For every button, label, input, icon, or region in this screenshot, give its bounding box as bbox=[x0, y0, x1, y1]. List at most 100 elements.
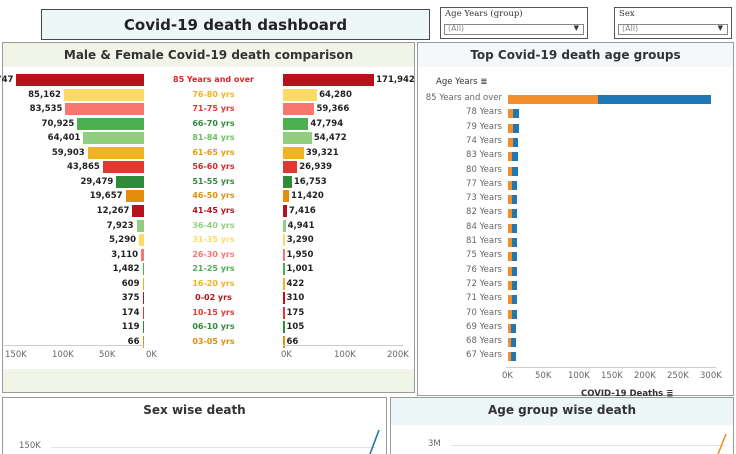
female-count: 4,941 bbox=[287, 220, 315, 231]
sex-wise-title: Sex wise death bbox=[143, 403, 246, 417]
male-count: 83,535 bbox=[29, 104, 63, 115]
male-bar bbox=[142, 306, 144, 319]
age-group-label: 51-55 yrs bbox=[192, 176, 235, 186]
chevron-down-icon: ▼ bbox=[717, 24, 723, 32]
male-count: 12,267 bbox=[96, 205, 130, 216]
female-count: 47,794 bbox=[310, 118, 344, 129]
deaths-bar-blue bbox=[511, 238, 518, 247]
female-count: 64,280 bbox=[319, 89, 352, 100]
age-group-label: 56-60 yrs bbox=[192, 162, 235, 172]
age-group-label: 85 Years and over bbox=[173, 75, 254, 84]
male-count: 70,925 bbox=[41, 118, 75, 129]
female-bar bbox=[283, 248, 285, 261]
female-bar bbox=[283, 263, 285, 276]
deaths-bar-orange bbox=[508, 152, 512, 162]
deaths-bar-blue bbox=[511, 252, 518, 262]
male-count: 119 bbox=[121, 322, 140, 333]
sex-filter-select[interactable]: (All) ▼ bbox=[618, 24, 728, 35]
male-bar bbox=[65, 103, 144, 116]
age-years-filter-select[interactable]: (All) ▼ bbox=[444, 24, 584, 35]
age-group-label: 61-65 yrs bbox=[192, 147, 235, 157]
age-years-label: 79 Years bbox=[466, 121, 502, 132]
male-bar bbox=[141, 248, 144, 261]
age-years-label: 84 Years bbox=[466, 221, 502, 232]
male-count: 609 bbox=[121, 278, 140, 289]
deaths-bar-blue bbox=[511, 280, 518, 290]
female-count: 7,416 bbox=[288, 205, 316, 216]
male-bar bbox=[83, 132, 144, 145]
male-bar bbox=[142, 277, 144, 290]
x-axis-label: COVID-19 Deaths ≣ bbox=[581, 389, 674, 399]
age-years-label: 70 Years bbox=[466, 307, 502, 318]
female-bar bbox=[283, 335, 285, 348]
x-axis-tick: 150K bbox=[601, 371, 623, 381]
age-group-label: 76-80 yrs bbox=[192, 89, 235, 99]
age-group-label: 26-30 yrs bbox=[192, 249, 235, 259]
male-count: 5,290 bbox=[109, 235, 137, 246]
x-axis-tick: 300K bbox=[700, 371, 722, 381]
age-years-label: 81 Years bbox=[466, 236, 502, 246]
age-years-label: 85 Years and over bbox=[425, 93, 502, 103]
age-years-filter[interactable]: Age Years (group) (All) ▼ bbox=[440, 7, 588, 39]
female-bar bbox=[283, 292, 285, 305]
deaths-bar-orange bbox=[508, 323, 512, 333]
deaths-bar-blue bbox=[511, 266, 518, 276]
age-years-label: 78 Years bbox=[466, 107, 502, 118]
deaths-bar-orange bbox=[508, 95, 598, 104]
age-group-label: 36-40 yrs bbox=[192, 220, 235, 230]
left-axis-tick: 50K bbox=[99, 350, 116, 360]
male-bar bbox=[142, 263, 144, 276]
sex-filter-value: (All) bbox=[622, 24, 639, 33]
deaths-bar-orange bbox=[508, 209, 512, 219]
female-bar bbox=[283, 277, 285, 290]
female-bar bbox=[283, 190, 290, 203]
deaths-bar-blue bbox=[511, 180, 518, 190]
deaths-bar-blue bbox=[597, 95, 712, 104]
dashboard-title: Covid-19 death dashboard bbox=[123, 15, 348, 34]
age-years-label: 71 Years bbox=[466, 293, 502, 304]
female-bar bbox=[283, 132, 312, 145]
left-axis-tick: 150K bbox=[5, 350, 27, 360]
deaths-bar-orange bbox=[508, 238, 512, 247]
female-count: 1,001 bbox=[286, 264, 314, 275]
female-count: 66 bbox=[286, 336, 299, 347]
age-years-label: 72 Years bbox=[466, 278, 502, 289]
male-bar bbox=[139, 234, 144, 247]
age-years-label: 82 Years bbox=[466, 207, 502, 218]
age-years-label: 83 Years bbox=[466, 150, 502, 161]
male-count: 19,657 bbox=[89, 191, 123, 202]
female-bar bbox=[283, 175, 292, 188]
male-bar bbox=[142, 292, 144, 305]
age-group-label: 41-45 yrs bbox=[192, 205, 235, 215]
age-group-wise-plot bbox=[391, 425, 733, 454]
deaths-bar-orange bbox=[508, 338, 512, 348]
comparison-chart: 135,747 171,942 85 Years and over 85,162 64,… bbox=[0, 67, 415, 369]
male-bar bbox=[116, 175, 144, 188]
age-years-label: 67 Years bbox=[466, 350, 502, 361]
deaths-bar-blue bbox=[512, 109, 519, 119]
age-years-label: 76 Years bbox=[466, 264, 502, 275]
female-count: 1,950 bbox=[286, 249, 314, 260]
female-bar bbox=[283, 103, 315, 116]
deaths-bar-orange bbox=[508, 137, 513, 147]
deaths-bar-blue bbox=[512, 137, 518, 147]
x-axis-tick: 250K bbox=[667, 371, 689, 381]
x-axis-tick: 200K bbox=[634, 371, 656, 381]
gridline bbox=[51, 447, 376, 448]
female-count: 54,472 bbox=[313, 133, 347, 144]
female-count: 310 bbox=[286, 293, 305, 304]
sex-filter-label: Sex bbox=[619, 9, 635, 19]
female-bar bbox=[283, 88, 318, 101]
age-years-label: 77 Years bbox=[466, 178, 502, 189]
male-count: 59,903 bbox=[51, 147, 85, 158]
right-axis-tick: 0K bbox=[281, 350, 292, 360]
male-count: 43,865 bbox=[66, 162, 100, 173]
female-count: 26,939 bbox=[299, 162, 333, 173]
age-group-label: 31-35 yrs bbox=[192, 235, 235, 245]
deaths-bar-orange bbox=[508, 166, 512, 176]
sex-filter[interactable]: Sex (All) ▼ bbox=[614, 7, 732, 39]
female-count: 59,366 bbox=[316, 104, 350, 115]
deaths-bar-blue bbox=[511, 152, 518, 162]
x-axis-tick: 100K bbox=[568, 371, 590, 381]
male-bar bbox=[16, 74, 144, 86]
